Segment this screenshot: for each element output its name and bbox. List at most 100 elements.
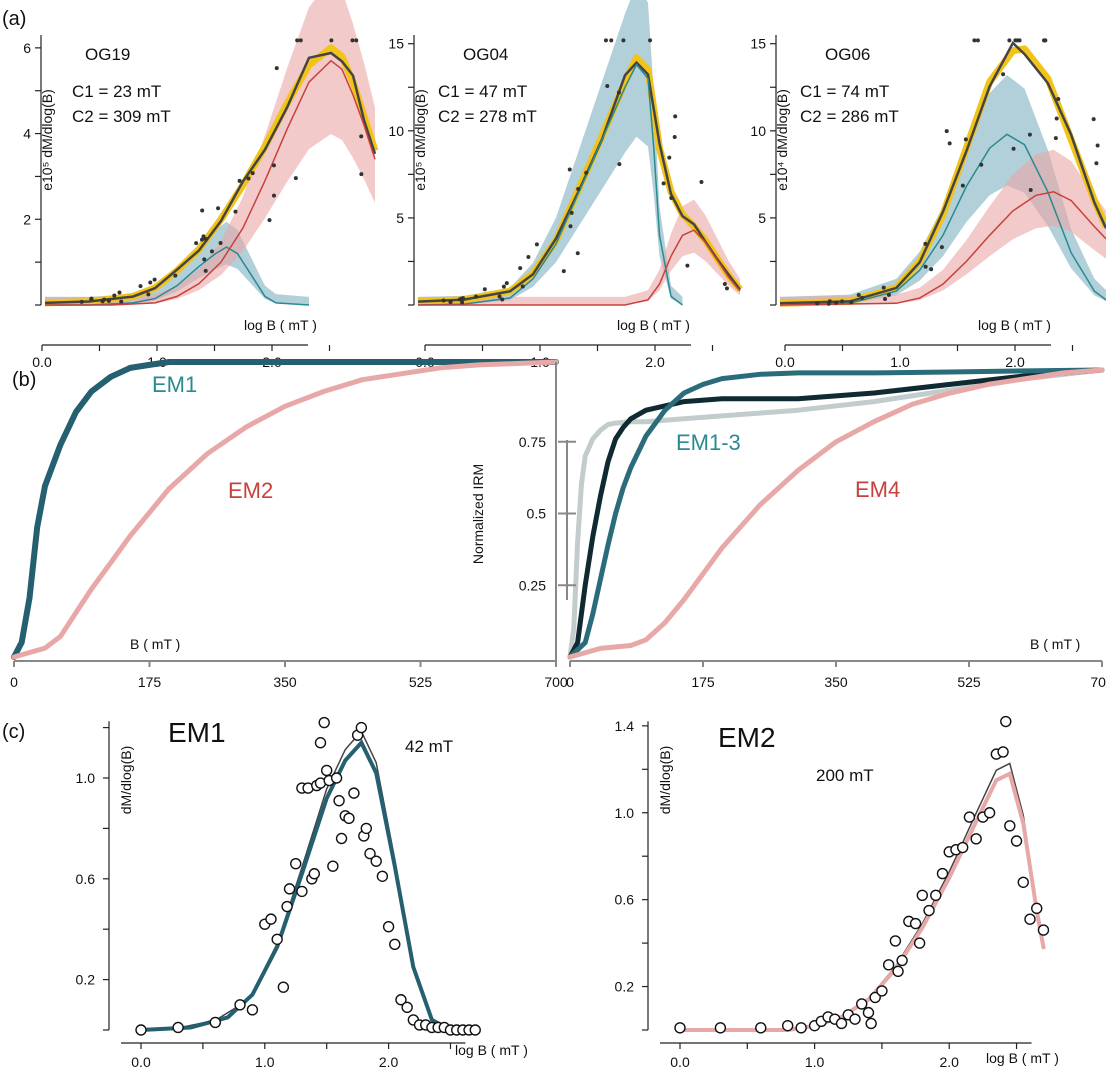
panel-c-em1-data-point	[335, 832, 348, 845]
panel-a-og06-data-point	[1054, 116, 1059, 121]
panel-a-og19-data-point	[203, 237, 208, 242]
panel-a-og19-data-point	[119, 299, 124, 304]
panel-c-em2-data-point	[835, 1017, 848, 1030]
panel-a-og06-data-point	[881, 285, 886, 290]
panel-c-em2-data-point	[856, 998, 868, 1010]
panel-b-em1-3-label: EM1-3	[676, 430, 741, 455]
panel-a-og06-data-point	[849, 300, 854, 305]
panel-a-og19-data-point	[354, 38, 359, 43]
panel-b-right-x-axis-label: B ( mT )	[1030, 636, 1080, 652]
panel-c-em2-x-tick-label: 1.0	[805, 1054, 825, 1070]
panel-a-og06-x-tick-label: 1.0	[890, 354, 910, 370]
panel-a-og19-data-point	[209, 249, 214, 254]
panel-a-og19-annotation: C1 = 23 mT	[72, 82, 161, 101]
panel-a-og06-data-point	[1095, 143, 1100, 148]
panel-c-em1-data-point	[343, 812, 355, 825]
panel-b-left-x-tick-label: 700	[544, 674, 568, 690]
panel-b-right-curve-em1	[567, 367, 1105, 660]
panel-c-em1-data-point	[308, 868, 321, 880]
panel-c-em2-data-point	[876, 985, 888, 997]
panel-a-og06-data-point	[1011, 146, 1016, 151]
panel-b-left-x-tick-label: 175	[138, 674, 162, 690]
panel-c-em1-y-tick-label: 0.6	[76, 871, 96, 887]
panel-a-og04-data-point	[603, 38, 608, 43]
panel-a-og19-annotation: C2 = 309 mT	[72, 107, 171, 126]
panel-c-em1-data-point	[320, 764, 333, 777]
panel-c-em1-x-tick-label: 0.0	[131, 1054, 151, 1070]
panel-a-og04-data-point	[724, 286, 729, 291]
panel-a-og19-data-point	[298, 38, 303, 43]
panel-b-right-x-tick-label: 175	[691, 674, 715, 690]
panel-a-og19-data-point	[250, 171, 255, 176]
panel-a-og04-c1-uncertainty-band	[418, 0, 683, 305]
panel-a-og06-data-point	[1017, 38, 1022, 43]
panel-a-og19-data-point	[295, 38, 300, 43]
panel-c-em1-x-axis-label: log B ( mT )	[455, 1042, 528, 1058]
panel-a-og19-y-tick-label: 4	[23, 126, 31, 142]
panel-a-og06-data-point	[834, 300, 839, 305]
panel-a-og04-data-point	[576, 186, 581, 191]
panel-a-og19-sample-name: OG19	[85, 45, 130, 64]
panel-b-right-x-tick-label: 350	[824, 674, 848, 690]
panel-b-right-y-tick-label: 0.25	[519, 577, 546, 593]
panel-c-em1-data-point	[333, 794, 345, 807]
panel-b-right-x-tick-label: 525	[957, 674, 981, 690]
panel-a-og04-c1-line	[417, 63, 683, 306]
panel-c-em1-data-point	[355, 721, 368, 734]
panel-a-og04-data-point	[722, 282, 727, 287]
panel-a-og06-y-axis-label: e10⁴ dM/dlog(B)	[774, 89, 790, 191]
panel-c-em1-data-point	[172, 1021, 184, 1034]
panel-c-em2-data-point	[963, 811, 976, 823]
panel-a-og06-data-point	[883, 297, 888, 302]
panel-a-og19-data-point	[271, 193, 276, 198]
panel-a-og06-x-tick-label: 0.0	[775, 354, 795, 370]
panel-c-em2-title: EM2	[718, 722, 776, 753]
panel-a-og06-c1-line	[779, 133, 1106, 306]
panel-a-og04-data-point	[441, 298, 446, 303]
panel-b-right-y-tick-label: 0.75	[519, 434, 546, 450]
panel-c-em1-y-tick-label: 0.2	[76, 972, 96, 988]
panel-a-og06-data-point	[963, 137, 968, 142]
panel-a-og19-data-point	[218, 240, 223, 245]
panel-c-em1-data-point	[395, 994, 407, 1006]
panel-c-em2-y-axis-label: dM/dlog(B)	[657, 746, 673, 814]
panel-a-og06-data-point	[923, 264, 928, 269]
panel-c-em1-data-point	[135, 1024, 147, 1036]
panel-a-og19-data-point	[194, 241, 199, 246]
panel-a-og19-data-point	[329, 38, 334, 43]
panel-a-og19-data-point	[146, 292, 151, 297]
panel-a-og19-data-point	[152, 277, 157, 282]
panel-c-em1-fit-curve	[139, 739, 453, 1032]
panel-c-em2-data-point	[1000, 715, 1012, 728]
panel-c-em2-data-point	[1004, 820, 1016, 832]
panel-c-em1-data-point	[360, 822, 373, 835]
panel-a-og06-c1-uncertainty-band	[780, 75, 1106, 305]
panel-a-og19-c2-line	[45, 59, 376, 306]
panel-c-em1-data-point	[389, 938, 401, 951]
panel-c-em2-y-tick-label: 0.6	[615, 892, 635, 908]
panel-c-em2-annotation: 200 mT	[816, 766, 874, 785]
panel-a-og06-data-point	[972, 38, 977, 43]
panel-c-em1-data-point	[283, 883, 296, 895]
panel-a-og06-sample-name: OG06	[825, 45, 870, 64]
panel-a-og06-y-tick-label: 15	[750, 36, 766, 52]
panel-b-right-curve-em4	[567, 367, 1105, 660]
panel-c-em1-data-point	[314, 737, 327, 749]
panel-c-em2-data-point	[1010, 835, 1023, 847]
panel-b-left-curve-em2	[11, 359, 559, 660]
panel-a-og19-data-point	[148, 280, 153, 285]
panel-a-og19-x-tick-label: 0.0	[32, 354, 52, 370]
panel-b-right-x-tick-label: 700	[1090, 674, 1106, 690]
panel-a-og19-data-point	[267, 218, 272, 223]
panel-a-og06-data-point	[923, 241, 928, 246]
panel-a-og19-data-point	[117, 290, 122, 295]
panel-b-right-y-tick-label: 0.5	[527, 506, 547, 522]
panel-a-og04-data-point	[699, 179, 704, 184]
panel-a-og04-data-point	[609, 38, 614, 43]
panel-b-right-curve-em1-3	[567, 367, 1105, 660]
panel-a-og19-data-point	[203, 268, 208, 273]
panel-c-em2-y-tick-label: 1.0	[615, 805, 635, 821]
panel-b-em1-label: EM1	[152, 372, 197, 397]
panel-c-em2-data-point	[781, 1019, 794, 1032]
panel-c-em2-data-point	[1031, 902, 1043, 915]
